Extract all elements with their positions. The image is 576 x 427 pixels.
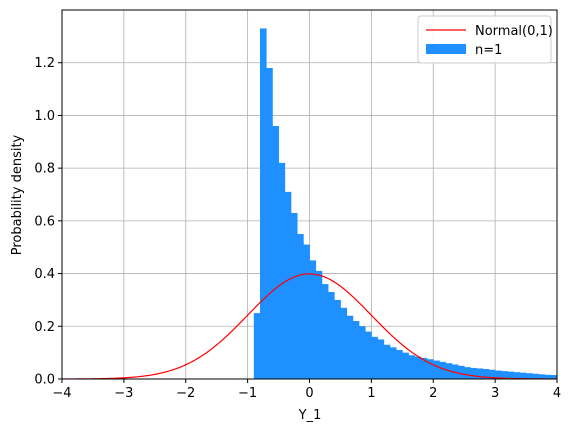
histogram-bar (408, 355, 416, 379)
histogram-bar (544, 374, 552, 379)
histogram-bar (519, 372, 527, 379)
histogram-bar (451, 364, 459, 379)
y-tick-label: 0.4 (34, 267, 55, 282)
histogram-bar (315, 270, 323, 379)
histogram-bar (365, 331, 372, 379)
histogram-bar (266, 67, 273, 379)
y-tick-label: 0.8 (34, 162, 55, 177)
histogram-bar (433, 360, 440, 379)
histogram-bar (352, 321, 360, 379)
axes: −4 −3 −2 −1 0 1 2 3 4 0.0 0.2 0.4 0.6 0.8 1.0 1.2 (34, 9, 561, 401)
legend-normal-label: Normal(0,1) (475, 24, 553, 39)
histogram-bar (420, 357, 428, 379)
histogram-bar (482, 368, 490, 379)
histogram-bar (501, 371, 508, 379)
y-tick-label: 0.2 (34, 320, 55, 335)
histogram-bar (359, 326, 366, 379)
histogram-bar (346, 315, 354, 379)
normal-curve (62, 273, 557, 379)
x-tick-label: 0 (305, 386, 313, 401)
histogram-bar (389, 347, 397, 379)
histogram-bar (260, 28, 267, 379)
histogram-bar (507, 371, 515, 379)
y-tick-label: 0.6 (34, 214, 55, 229)
histogram-bars (253, 28, 557, 379)
y-axis-label: Probability density (10, 134, 25, 255)
histogram-bar (470, 367, 477, 379)
histogram-bar (526, 373, 533, 379)
histogram-bar (328, 292, 335, 379)
y-tick-label: 1.2 (34, 56, 55, 71)
histogram-bar (414, 356, 422, 379)
x-tick-label: −2 (176, 386, 195, 401)
histogram-bar (464, 367, 471, 379)
histogram-bar (371, 336, 378, 379)
histogram-bar (309, 260, 317, 379)
histogram-bar (278, 162, 286, 379)
histogram-bar (427, 359, 434, 379)
histogram-bar (439, 361, 447, 379)
x-tick-label: 2 (429, 386, 437, 401)
histogram-bar (402, 352, 409, 379)
x-axis-label: Y_1 (298, 408, 322, 423)
histogram-bar (340, 307, 348, 379)
histogram-bar (334, 299, 341, 379)
histogram-bar (383, 344, 391, 379)
x-tick-label: 3 (491, 386, 499, 401)
histogram-bar (290, 212, 298, 379)
histogram-bar (321, 284, 329, 379)
histogram-bar (458, 365, 465, 379)
histogram-bar (396, 350, 403, 379)
histogram-bar (303, 244, 310, 379)
histogram-bar (488, 369, 496, 379)
legend-histogram-label: n=1 (475, 43, 502, 58)
x-tick-label: −3 (114, 386, 133, 401)
x-tick-label: −4 (52, 386, 71, 401)
x-tick-label: −1 (238, 386, 257, 401)
histogram-bar (550, 375, 557, 379)
histogram-bar (532, 373, 539, 379)
y-tick-label: 1.0 (34, 109, 55, 124)
x-tick-label: 1 (367, 386, 375, 401)
legend-histogram-swatch (426, 44, 466, 54)
x-tick-label: 4 (553, 386, 561, 401)
histogram-bar (297, 234, 304, 379)
histogram-bar (377, 339, 385, 379)
y-tick-label: 0.0 (34, 373, 55, 388)
histogram-bar (272, 125, 279, 379)
histogram-bar (538, 374, 546, 379)
histogram-bar (253, 313, 261, 379)
histogram-bar (513, 372, 521, 379)
histogram-bar (284, 191, 292, 379)
histogram-bar (495, 370, 502, 379)
histogram-bar (476, 368, 484, 379)
legend: Normal(0,1) n=1 (417, 15, 553, 64)
